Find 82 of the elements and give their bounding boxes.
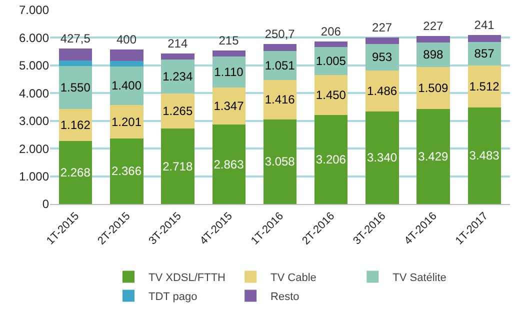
legend-label: TDT pago [148,290,198,303]
bar [161,53,194,60]
y-tick-label: 7.000 [18,3,50,18]
bar [58,141,92,204]
data-label: 2.268 [60,166,91,180]
bar [110,50,144,61]
data-label: 214 [168,36,188,50]
data-label: 241 [474,18,495,32]
legend-label: Resto [270,290,300,303]
bar [416,36,450,42]
y-tick-label: 1.000 [18,169,50,184]
data-label: 2.366 [111,164,142,178]
bar [58,66,92,109]
y-tick-label: 3.000 [18,114,50,128]
data-label: 1.486 [367,84,398,98]
data-label: 1.509 [418,81,449,96]
bar [212,87,246,125]
bar [110,66,144,106]
data-label: 400 [116,32,137,47]
data-label: 227 [372,20,392,35]
legend-label: TV XDSL/FTTH [148,272,226,284]
data-label: 1.234 [162,70,193,84]
y-tick-label: 5.000 [18,58,50,73]
data-label: 898 [423,48,444,62]
data-label: 3.483 [469,148,500,163]
bar [314,41,348,48]
y-tick-label: 0 [42,197,50,212]
bar [110,60,144,66]
data-label: 1.110 [214,64,244,79]
data-label: 953 [372,50,392,64]
bar [263,80,297,120]
bar [212,56,246,88]
data-label: 3.206 [316,152,346,167]
data-label: 3.429 [418,149,449,164]
bar [110,138,144,204]
bar [58,60,92,66]
data-label: 1.005 [316,54,346,68]
bar [161,128,194,204]
bar [468,35,502,42]
bar [263,119,297,204]
bar [161,59,194,94]
data-label: 215 [218,34,240,48]
bar [468,107,502,204]
data-label: 1.265 [162,104,193,118]
data-label: 427,5 [60,32,91,46]
data-label: 1.347 [214,98,244,113]
bar [263,44,297,51]
y-tick-label: 6.000 [18,30,50,45]
data-label: 1.400 [111,78,142,93]
bar [58,48,92,60]
data-label: 1.051 [264,58,296,72]
bar [366,70,399,112]
data-label: 2.863 [214,157,244,172]
data-label: 1.512 [469,80,500,94]
bar [212,124,246,204]
bar [314,115,348,204]
data-label: 1.416 [264,92,296,107]
y-tick-label: 2.000 [18,142,50,156]
data-label: 3.058 [264,154,296,169]
data-label: 250,7 [264,26,296,41]
bar [161,94,194,129]
bar [314,74,348,116]
data-label: 857 [474,46,495,61]
bar [416,67,450,109]
bar [110,105,144,138]
bar [366,44,399,70]
bar [468,66,502,108]
legend-label: TV Cable [270,272,316,284]
data-label: 1.201 [111,114,142,129]
bar [366,38,399,44]
data-label: 2.718 [162,159,193,174]
data-label: 1.162 [60,118,91,132]
bar [366,111,399,204]
y-tick-label: 4.000 [18,86,50,100]
data-label: 3.340 [367,150,398,165]
bar [416,108,450,204]
data-label: 1.450 [316,88,346,102]
data-label: 1.550 [60,80,91,94]
data-label: 227 [423,18,444,33]
data-label: 206 [320,24,342,38]
legend-label: TV Satélite [392,272,446,284]
bar [212,50,246,57]
